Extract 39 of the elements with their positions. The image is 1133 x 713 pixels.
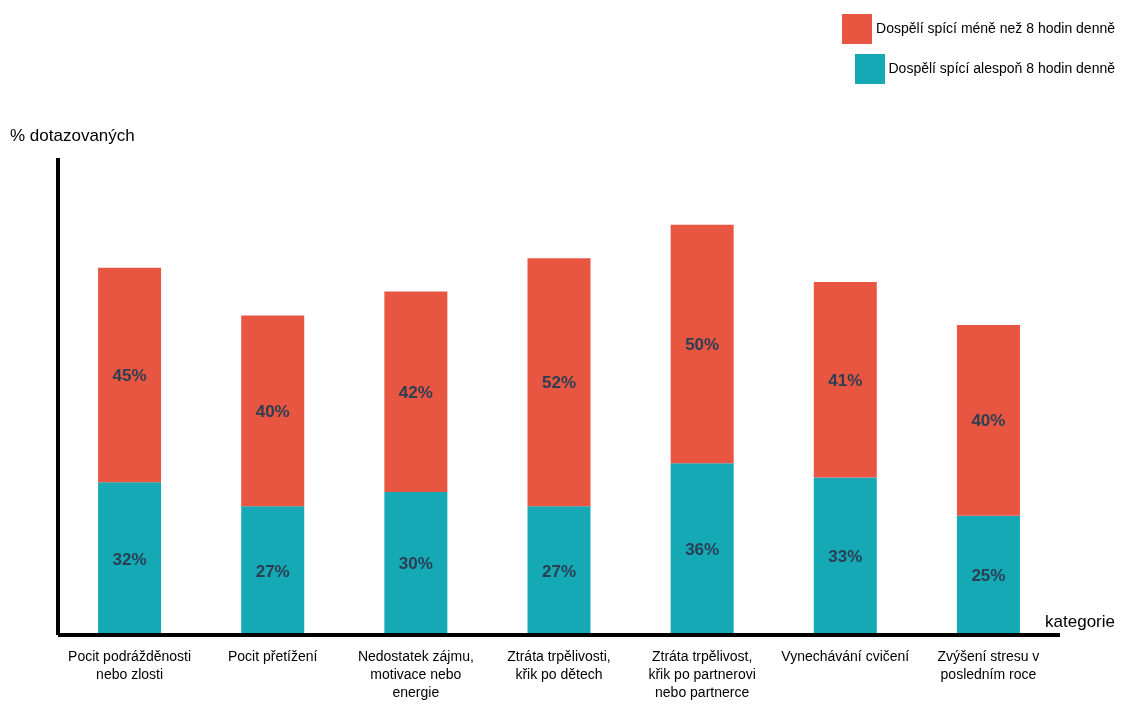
data-label: 45%: [112, 366, 147, 386]
bar: [241, 315, 305, 507]
legend-label: Dospělí spící méně než 8 hodin denně: [876, 20, 1115, 36]
x-tick-label: Pocit přetížení: [227, 648, 318, 664]
data-label: 36%: [685, 540, 720, 560]
bar: [527, 506, 591, 635]
x-tick-label: Nedostatek zájmu, motivace nebo energie: [357, 648, 474, 700]
x-tick-label: Zvýšení stresu v posledním roce: [937, 648, 1040, 682]
data-label: 27%: [255, 561, 290, 581]
bar: [956, 324, 1020, 516]
data-label: 52%: [541, 373, 577, 393]
bar: [813, 282, 877, 478]
data-label: 42%: [398, 382, 433, 402]
bar: [98, 482, 162, 635]
data-label: 25%: [971, 566, 1006, 586]
x-tick-label: Vynechávání cvičení: [781, 648, 910, 664]
x-tick-label: Ztráta trpělivost, křik po partnerovi nebo partnerce: [648, 648, 756, 700]
bar: [527, 258, 591, 507]
bar: [98, 267, 162, 483]
legend-label: Dospělí spící alespoň 8 hodin denně: [888, 60, 1115, 76]
data-label: 40%: [971, 411, 1006, 431]
data-label: 41%: [828, 370, 863, 390]
data-label: 32%: [112, 549, 147, 569]
bar: [670, 224, 734, 464]
bar: [384, 291, 448, 492]
data-label: 33%: [828, 547, 863, 567]
bar: [813, 477, 877, 635]
x-tick-label: Ztráta trpělivosti, křik po dětech: [507, 648, 611, 682]
data-label: 50%: [685, 335, 720, 355]
bar: [670, 463, 734, 635]
x-axis-title: kategorie: [1045, 612, 1115, 632]
data-label: 30%: [398, 554, 433, 574]
x-tick-label: Pocit podrážděnosti nebo zlosti: [68, 648, 192, 682]
bar: [956, 515, 1020, 635]
data-label: 40%: [255, 401, 290, 421]
data-label: 27%: [541, 561, 577, 581]
bar: [384, 491, 448, 635]
bar: [241, 506, 305, 635]
y-axis-title: % dotazovaných: [10, 126, 135, 146]
